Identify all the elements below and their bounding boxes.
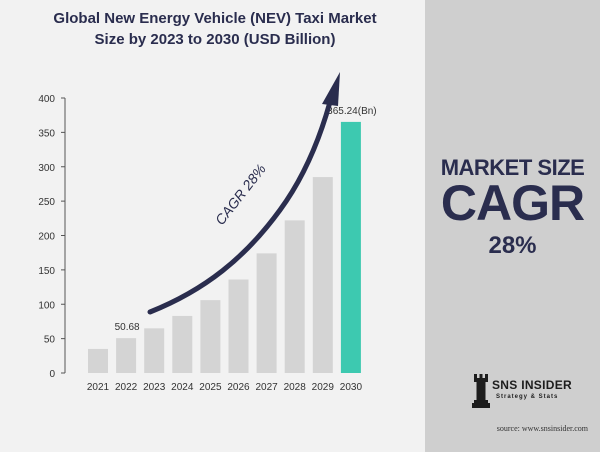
x-tick-label: 2022 [115, 382, 138, 393]
bar-2026 [228, 279, 249, 373]
sns-insider-logo: SNS INSIDER Strategy & Stats [472, 372, 587, 410]
data-label: 50.68 [115, 322, 140, 333]
x-tick-label: 2027 [255, 382, 278, 393]
bar-chart: 0 50 100 150 200 250 300 350 400 2021 2022 2023 202… [38, 72, 377, 393]
bar-2030 [340, 121, 361, 374]
chart-title: Global New Energy Vehicle (NEV) Taxi Mar… [30, 8, 400, 50]
bar-2025 [200, 300, 221, 373]
y-tick-label: 350 [38, 128, 55, 139]
y-tick-label: 50 [44, 335, 56, 346]
y-tick-label: 150 [38, 266, 55, 277]
cagr-label: CAGR [440, 175, 585, 231]
bar-2024 [172, 315, 193, 373]
chart-title-line1: Global New Energy Vehicle (NEV) Taxi Mar… [53, 10, 377, 27]
cagr-annotation: CAGR 28% [212, 161, 269, 228]
data-label: 365.24(Bn) [327, 106, 376, 117]
x-tick-label: 2024 [171, 382, 194, 393]
bar-2023 [144, 328, 165, 373]
y-tick-label: 300 [38, 163, 55, 174]
bar-2027 [256, 253, 277, 373]
x-tick-label: 2028 [284, 382, 307, 393]
x-tick-label: 2026 [227, 382, 250, 393]
x-tick-label: 2030 [340, 382, 363, 393]
bar-2021 [88, 348, 108, 373]
source-text: source: www.snsinsider.com [496, 424, 588, 433]
bar-2022 [116, 338, 137, 373]
y-tick-label: 400 [38, 94, 55, 105]
bar-2028 [284, 220, 305, 373]
market-size-label: MARKET SIZE [440, 155, 585, 180]
logo-name: SNS INSIDER [492, 378, 572, 392]
bar-2029 [312, 177, 333, 373]
x-tick-label: 2025 [199, 382, 222, 393]
chess-rook-icon [472, 374, 490, 408]
summary-panel [425, 0, 600, 452]
y-tick-label: 0 [49, 369, 55, 380]
x-tick-label: 2021 [87, 382, 110, 393]
cagr-arrow-head [322, 72, 340, 106]
logo-tagline: Strategy & Stats [496, 394, 559, 400]
cagr-value: 28% [488, 232, 537, 259]
chart-title-line2: Size by 2023 to 2030 (USD Billion) [94, 31, 336, 48]
y-tick-label: 100 [38, 300, 55, 311]
y-tick-label: 200 [38, 232, 55, 243]
x-tick-label: 2029 [312, 382, 335, 393]
x-tick-label: 2023 [143, 382, 166, 393]
cagr-arrow-curve [147, 99, 333, 315]
y-tick-label: 250 [38, 197, 55, 208]
